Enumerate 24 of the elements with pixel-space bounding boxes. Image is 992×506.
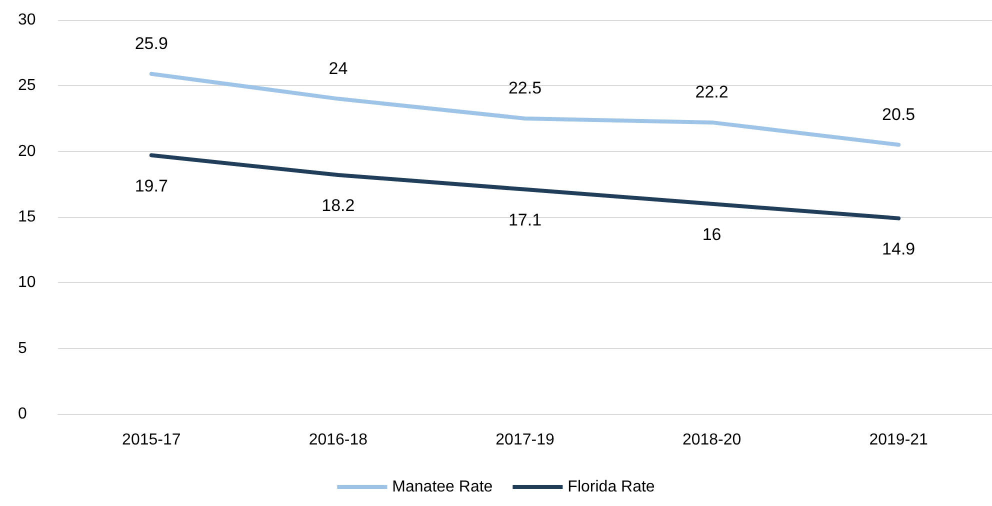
legend-label: Florida Rate (568, 478, 655, 496)
data-label: 25.9 (134, 34, 168, 53)
data-label: 18.2 (322, 196, 355, 215)
y-tick-label: 20 (18, 142, 36, 160)
legend-label: Manatee Rate (392, 478, 493, 496)
y-tick-label: 30 (18, 12, 36, 28)
y-tick-label: 0 (18, 406, 27, 422)
x-tick-label: 2017-19 (496, 432, 554, 448)
y-tick-label: 5 (18, 340, 27, 357)
data-label: 20.5 (882, 104, 916, 124)
y-tick-label: 10 (18, 274, 36, 292)
x-tick-label: 2019-21 (869, 432, 928, 448)
x-tick-label: 2018-20 (682, 432, 742, 448)
data-label: 16 (702, 224, 722, 244)
data-label: 17.1 (508, 210, 542, 230)
data-label: 22.2 (695, 82, 728, 102)
y-tick-label: 15 (18, 208, 36, 226)
data-label: 14.9 (882, 239, 916, 258)
data-label: 19.7 (134, 176, 168, 196)
data-label: 22.5 (508, 78, 542, 98)
x-tick-label: 2015-17 (122, 432, 181, 448)
y-tick-label: 25 (18, 77, 36, 94)
x-tick-label: 2016-18 (308, 432, 368, 448)
data-label: 24 (328, 58, 348, 78)
